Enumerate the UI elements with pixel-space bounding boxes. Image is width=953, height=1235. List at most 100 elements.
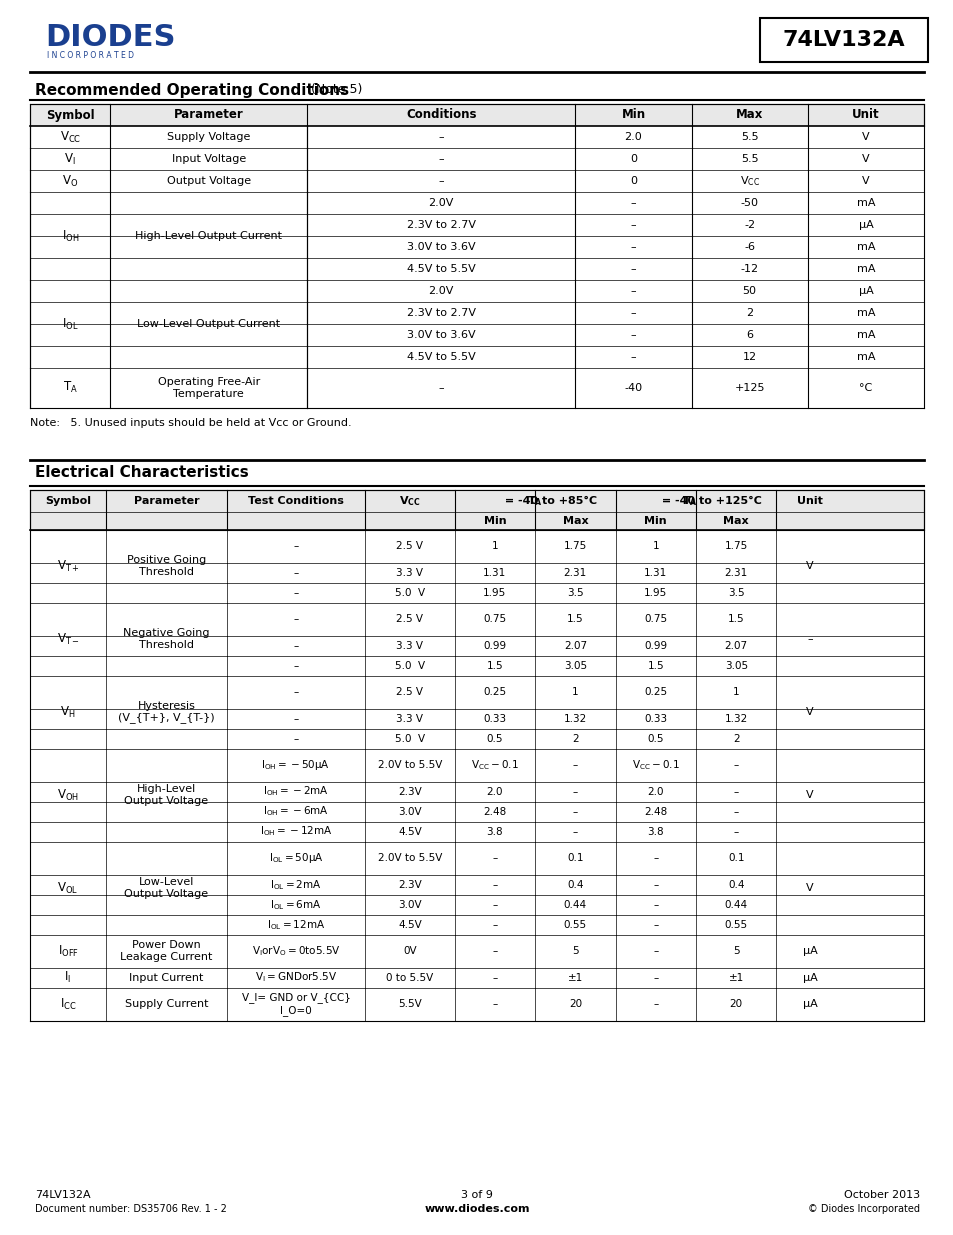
Text: μA: μA <box>801 973 817 983</box>
Text: μA: μA <box>801 946 817 956</box>
Bar <box>30 104 923 126</box>
Text: 1.32: 1.32 <box>563 714 586 724</box>
Text: Max: Max <box>722 515 748 526</box>
Text: 0.75: 0.75 <box>483 614 506 624</box>
Text: Symbol: Symbol <box>46 109 94 121</box>
Text: $\mathregular{V_{CC}-0.1}$: $\mathregular{V_{CC}-0.1}$ <box>631 758 679 772</box>
Text: 2.5 V: 2.5 V <box>396 614 423 624</box>
Text: Supply Current: Supply Current <box>125 999 208 1009</box>
Text: 3.0V: 3.0V <box>397 806 421 816</box>
Text: Test Conditions: Test Conditions <box>248 495 343 505</box>
Text: $\mathregular{V_{T+}}$: $\mathregular{V_{T+}}$ <box>56 558 79 573</box>
Bar <box>30 191 923 214</box>
Text: 3.3 V: 3.3 V <box>396 714 423 724</box>
Text: 0: 0 <box>629 177 637 186</box>
Text: 4.5V to 5.5V: 4.5V to 5.5V <box>406 264 476 274</box>
Text: $\mathregular{T_A}$: $\mathregular{T_A}$ <box>681 494 698 508</box>
Text: 2.3V to 2.7V: 2.3V to 2.7V <box>406 220 476 230</box>
Text: 0.25: 0.25 <box>483 687 506 697</box>
Text: –: – <box>572 760 578 771</box>
Text: 3.5: 3.5 <box>727 588 743 598</box>
Text: Max: Max <box>562 515 588 526</box>
Text: 3.05: 3.05 <box>563 661 586 671</box>
Text: 6: 6 <box>745 330 752 340</box>
Text: –: – <box>293 687 298 697</box>
Text: –: – <box>293 568 298 578</box>
Text: mA: mA <box>856 352 874 362</box>
Text: 2: 2 <box>732 734 739 743</box>
Text: Unit: Unit <box>797 495 822 505</box>
Text: Output Voltage: Output Voltage <box>167 177 251 186</box>
Text: 1.75: 1.75 <box>724 541 747 551</box>
Text: –: – <box>630 198 636 207</box>
Text: $\mathregular{T_A}$: $\mathregular{T_A}$ <box>527 494 542 508</box>
Text: mA: mA <box>856 198 874 207</box>
Text: –: – <box>492 899 497 910</box>
Text: 1: 1 <box>732 687 739 697</box>
Text: $\mathregular{V_{OH}}$: $\mathregular{V_{OH}}$ <box>57 788 79 803</box>
Text: Input Voltage: Input Voltage <box>172 154 246 164</box>
Text: 5.5V: 5.5V <box>397 999 421 1009</box>
Text: –: – <box>630 330 636 340</box>
Text: 1.5: 1.5 <box>486 661 502 671</box>
Text: –: – <box>492 879 497 889</box>
Bar <box>455 489 615 511</box>
Text: –: – <box>492 973 497 983</box>
Text: 2.0V: 2.0V <box>428 198 454 207</box>
Text: 3.05: 3.05 <box>724 661 747 671</box>
Text: $\mathregular{I_{OH} = -50μA}$: $\mathregular{I_{OH} = -50μA}$ <box>261 758 330 772</box>
Text: 5.0  V: 5.0 V <box>395 661 425 671</box>
Text: 2: 2 <box>745 308 753 317</box>
Text: 3.8: 3.8 <box>647 826 663 836</box>
Text: $\mathregular{I_I}$: $\mathregular{I_I}$ <box>65 969 71 986</box>
Text: Symbol: Symbol <box>45 495 91 505</box>
Text: 0.1: 0.1 <box>727 853 743 863</box>
Text: Power Down
Leakage Current: Power Down Leakage Current <box>120 940 213 962</box>
Text: –: – <box>653 899 658 910</box>
Text: –: – <box>293 541 298 551</box>
Text: 5.0  V: 5.0 V <box>395 734 425 743</box>
Text: 3.0V to 3.6V: 3.0V to 3.6V <box>407 330 475 340</box>
Text: 0.1: 0.1 <box>566 853 583 863</box>
Text: 2.31: 2.31 <box>724 568 747 578</box>
Text: 1.5: 1.5 <box>566 614 583 624</box>
Text: 2.48: 2.48 <box>483 806 506 816</box>
Text: Conditions: Conditions <box>406 109 476 121</box>
Text: DIODES: DIODES <box>45 23 175 53</box>
Text: mA: mA <box>856 264 874 274</box>
Text: 3.0V to 3.6V: 3.0V to 3.6V <box>407 242 475 252</box>
Text: 1.95: 1.95 <box>643 588 667 598</box>
Text: 2.5 V: 2.5 V <box>396 541 423 551</box>
Text: 0.55: 0.55 <box>724 920 747 930</box>
Text: V_I= GND or V_{CC}
I_O=0: V_I= GND or V_{CC} I_O=0 <box>241 993 350 1016</box>
Text: 12: 12 <box>741 352 756 362</box>
Text: mA: mA <box>856 330 874 340</box>
Text: ±1: ±1 <box>567 973 582 983</box>
Bar <box>30 324 923 346</box>
Text: $\mathregular{I_{OL} = 2mA}$: $\mathregular{I_{OL} = 2mA}$ <box>270 878 321 892</box>
Text: Unit: Unit <box>851 109 879 121</box>
Text: –: – <box>438 177 443 186</box>
Text: Low-Level Output Current: Low-Level Output Current <box>137 319 280 329</box>
Text: 0 to 5.5V: 0 to 5.5V <box>386 973 433 983</box>
Text: 0.55: 0.55 <box>563 920 586 930</box>
Text: 4.5V: 4.5V <box>397 920 421 930</box>
Text: –: – <box>733 826 739 836</box>
Text: 2.3V: 2.3V <box>397 787 421 797</box>
Text: 50: 50 <box>741 287 756 296</box>
Text: –: – <box>438 154 443 164</box>
Text: 2.0: 2.0 <box>624 132 641 142</box>
Text: 0.75: 0.75 <box>643 614 667 624</box>
Text: 5.0  V: 5.0 V <box>395 588 425 598</box>
Text: μA: μA <box>801 999 817 1009</box>
Text: mA: mA <box>856 308 874 317</box>
Text: $\mathregular{V_I}$: $\mathregular{V_I}$ <box>64 152 76 167</box>
Text: www.diodes.com: www.diodes.com <box>424 1204 529 1214</box>
Text: $\mathregular{V_O}$: $\mathregular{V_O}$ <box>62 173 78 189</box>
Text: -40: -40 <box>623 383 641 393</box>
Text: $\mathregular{V_{CC}-0.1}$: $\mathregular{V_{CC}-0.1}$ <box>471 758 518 772</box>
Text: Supply Voltage: Supply Voltage <box>167 132 251 142</box>
Text: -50: -50 <box>740 198 758 207</box>
Text: –: – <box>492 853 497 863</box>
Text: –: – <box>572 806 578 816</box>
